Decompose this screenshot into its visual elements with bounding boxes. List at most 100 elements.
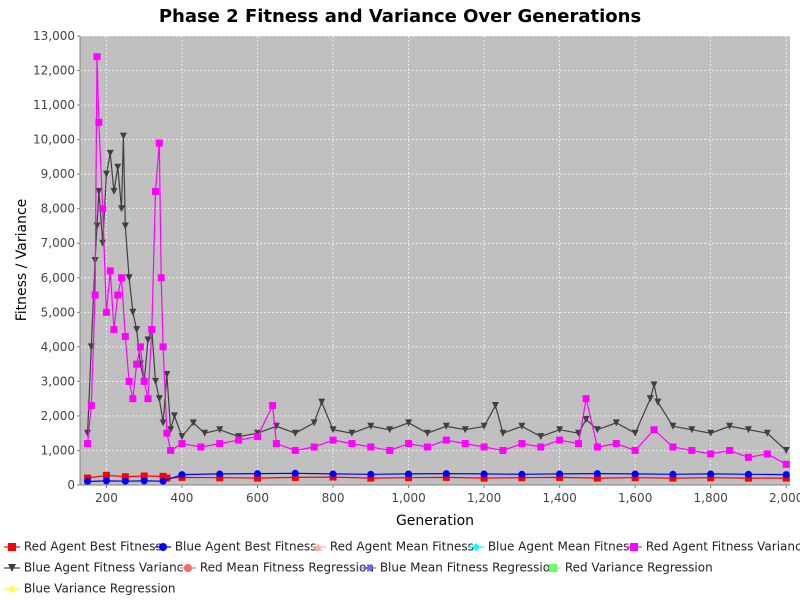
data-point bbox=[133, 326, 141, 334]
data-point bbox=[144, 336, 152, 344]
legend-item: Blue Agent Mean Fitness bbox=[468, 538, 636, 554]
data-point bbox=[155, 395, 163, 403]
data-point bbox=[582, 395, 590, 403]
data-point bbox=[707, 429, 715, 437]
data-point bbox=[688, 446, 696, 454]
data-point bbox=[650, 426, 658, 434]
data-point bbox=[405, 440, 413, 448]
y-tick-label: 0 bbox=[67, 478, 75, 492]
data-point bbox=[310, 443, 318, 451]
data-point bbox=[102, 308, 110, 316]
data-point bbox=[121, 473, 129, 481]
data-point bbox=[99, 205, 107, 213]
y-tick-label: 10,000 bbox=[33, 133, 75, 147]
data-point bbox=[178, 433, 186, 441]
data-point bbox=[170, 412, 178, 420]
series-red-agent-fitness-variance bbox=[84, 53, 790, 468]
data-point bbox=[121, 477, 129, 485]
data-point bbox=[593, 470, 601, 478]
legend-item: Blue Mean Fitness Regression bbox=[360, 559, 558, 575]
data-point bbox=[461, 440, 469, 448]
legend-swatch-marker bbox=[8, 542, 16, 551]
data-point bbox=[152, 377, 160, 385]
data-point bbox=[499, 429, 507, 437]
legend-swatch bbox=[4, 563, 20, 572]
y-tick-label: 13,000 bbox=[33, 29, 75, 43]
data-point bbox=[216, 474, 224, 482]
legend-swatch-marker bbox=[8, 584, 16, 593]
legend-swatch-marker bbox=[549, 563, 557, 572]
data-point bbox=[178, 440, 186, 448]
data-point bbox=[575, 440, 583, 448]
data-point bbox=[254, 474, 261, 482]
data-point bbox=[197, 443, 205, 451]
data-point bbox=[518, 440, 526, 448]
data-point bbox=[291, 469, 299, 477]
legend-item: Red Agent Mean Fitness bbox=[310, 538, 474, 554]
x-tick-label: 600 bbox=[246, 491, 269, 505]
plot-area bbox=[80, 36, 790, 485]
data-point bbox=[442, 422, 450, 430]
data-point bbox=[612, 440, 620, 448]
data-point bbox=[163, 474, 171, 482]
data-point bbox=[461, 426, 469, 434]
data-point bbox=[726, 422, 734, 430]
series-line bbox=[87, 472, 787, 483]
data-point bbox=[178, 471, 186, 479]
legend-swatch bbox=[626, 542, 642, 551]
data-point bbox=[329, 470, 337, 478]
y-tick-label: 12,000 bbox=[33, 64, 75, 78]
y-tick-label: 7,000 bbox=[41, 236, 75, 250]
data-point bbox=[144, 395, 152, 403]
x-tick-label: 400 bbox=[171, 491, 194, 505]
data-point bbox=[612, 419, 620, 427]
data-point bbox=[782, 460, 790, 468]
legend-item: Blue Agent Best Fitness bbox=[155, 538, 316, 554]
data-point bbox=[329, 436, 337, 444]
data-point bbox=[216, 440, 224, 448]
data-point bbox=[593, 426, 601, 434]
legend-swatch-marker bbox=[630, 542, 638, 551]
data-point bbox=[367, 474, 375, 482]
data-point bbox=[121, 332, 129, 340]
data-point bbox=[669, 474, 677, 482]
data-point bbox=[129, 395, 137, 403]
data-point bbox=[556, 470, 564, 478]
data-point bbox=[159, 477, 167, 485]
y-tick-label: 11,000 bbox=[33, 98, 75, 112]
x-tick-label: 1,000 bbox=[391, 491, 425, 505]
data-point bbox=[152, 187, 160, 195]
data-point bbox=[159, 343, 167, 351]
data-point bbox=[291, 473, 299, 481]
data-point bbox=[442, 470, 450, 478]
data-point bbox=[119, 132, 127, 140]
legend-label: Red Variance Regression bbox=[561, 560, 713, 575]
grid bbox=[80, 35, 790, 486]
legend-label: Blue Variance Regression bbox=[20, 581, 176, 596]
legend-label: Blue Agent Fitness Variance bbox=[20, 560, 191, 575]
data-point bbox=[480, 422, 488, 430]
legend-item: Blue Agent Fitness Variance bbox=[4, 559, 191, 575]
legend-item: Red Variance Regression bbox=[545, 559, 713, 575]
data-point bbox=[106, 267, 114, 275]
data-point bbox=[167, 426, 175, 434]
data-point bbox=[329, 426, 337, 434]
data-point bbox=[148, 326, 156, 334]
data-point bbox=[254, 433, 261, 441]
legend-label: Red Agent Best Fitness bbox=[20, 539, 162, 554]
x-tick-label: 1,800 bbox=[694, 491, 728, 505]
data-point bbox=[537, 433, 545, 441]
data-point bbox=[654, 398, 662, 406]
data-point bbox=[491, 402, 499, 410]
data-point bbox=[442, 436, 450, 444]
data-point bbox=[201, 429, 209, 437]
data-point bbox=[84, 478, 92, 486]
data-point bbox=[163, 370, 171, 378]
data-point bbox=[348, 429, 356, 437]
data-point bbox=[669, 422, 677, 430]
legend-swatch bbox=[4, 584, 20, 593]
data-point bbox=[318, 398, 326, 406]
data-point bbox=[537, 443, 545, 451]
data-point bbox=[386, 426, 394, 434]
axes: 0 1,000 2,000 3,000 4,000 5,000 6,000 7,000 8,00… bbox=[33, 29, 800, 505]
